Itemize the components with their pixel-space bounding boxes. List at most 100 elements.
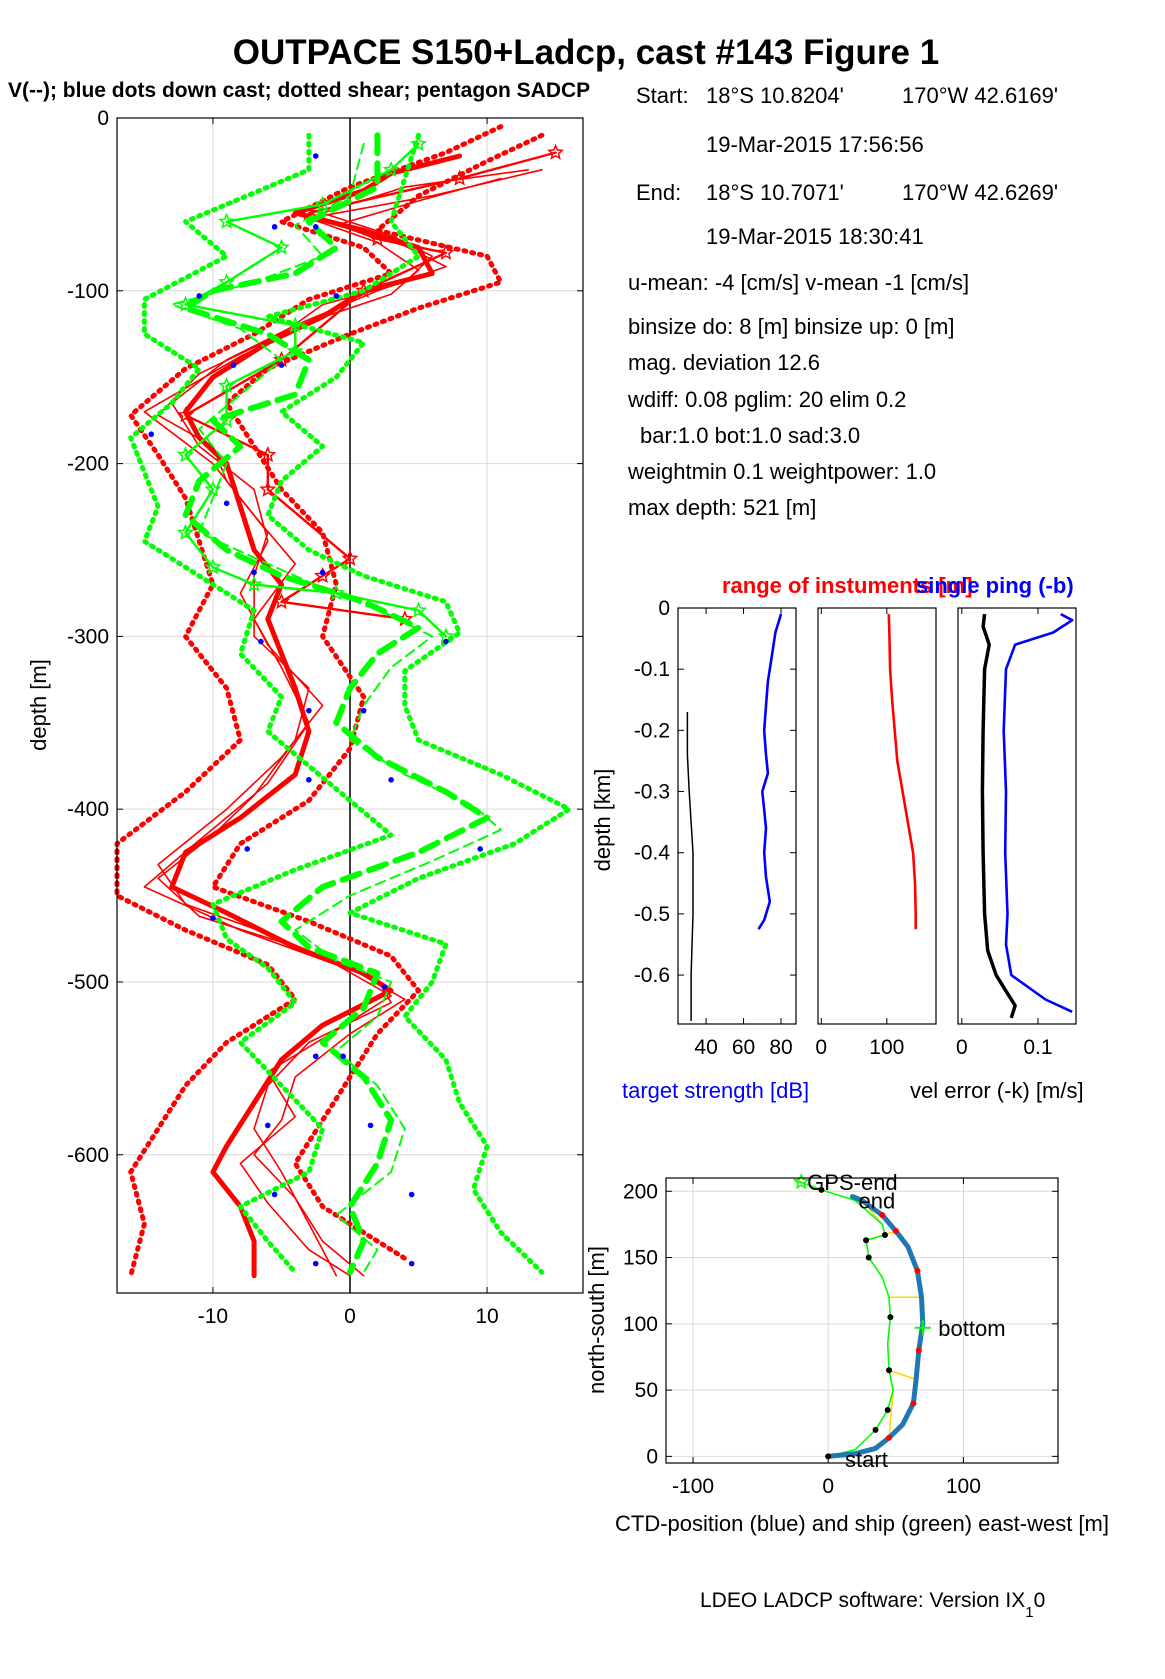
- sadcp-star-marker: [382, 160, 400, 178]
- pos-ytick-label: 50: [635, 1379, 658, 1402]
- sadcp-star-marker: [177, 406, 195, 423]
- downcast-dot: [367, 1122, 374, 1129]
- downcast-dot: [408, 1191, 415, 1198]
- ts-ytick-label: -0.3: [634, 781, 670, 804]
- ctd-red-marker: [886, 1434, 893, 1441]
- downcast-dot: [360, 707, 367, 714]
- main-ytick-label: -100: [67, 280, 109, 303]
- ts-ytick-label: -0.1: [634, 658, 670, 681]
- downcast-dot: [196, 293, 203, 299]
- main-xtick-label: 0: [344, 1305, 356, 1328]
- ship-black-marker: [884, 1406, 891, 1413]
- pos-ytick-label: 200: [623, 1180, 658, 1203]
- sadcp-star-marker: [272, 238, 290, 255]
- bottom-marker: [914, 1319, 931, 1336]
- sadcp-star-marker: [314, 195, 332, 212]
- sadcp-star-marker: [314, 566, 332, 584]
- downcast-dot: [340, 1053, 346, 1060]
- main-ytick-label: -200: [67, 453, 109, 476]
- main-xtick-label: -10: [198, 1305, 228, 1328]
- err-series-blue: [1002, 612, 1074, 1013]
- sadcp-star-marker: [177, 445, 195, 463]
- velocity-series-green-dotted: [128, 132, 394, 1275]
- ctd-red-marker: [914, 1267, 921, 1274]
- position-connector: [888, 1390, 894, 1438]
- software-version-tail: 0: [1034, 1589, 1046, 1612]
- sadcp-star-marker: [204, 480, 222, 497]
- downcast-dot: [312, 153, 319, 159]
- main-xtick-label: 10: [475, 1305, 498, 1328]
- start-marker: [825, 1453, 832, 1460]
- velocity-series-red-dotted: [114, 124, 504, 1279]
- sadcp-star-marker: [341, 549, 359, 566]
- sadcp-star-marker: [286, 316, 304, 333]
- downcast-dot: [210, 915, 216, 921]
- sadcp-star-marker: [272, 592, 290, 610]
- pos-ytick-label: 150: [623, 1247, 658, 1270]
- sadcp-star-marker: [218, 376, 236, 394]
- sadcp-star-marker: [410, 601, 428, 618]
- position-label-end: end: [859, 1189, 896, 1214]
- downcast-dot: [244, 846, 251, 852]
- downcast-dot: [312, 1053, 319, 1060]
- mean-velocity: u-mean: -4 [cm/s] v-mean -1 [cm/s]: [628, 270, 969, 295]
- end-time: 19-Mar-2015 18:30:41: [706, 224, 924, 249]
- velocity-series-green-star: [184, 142, 448, 638]
- err-frame: [957, 607, 1077, 1025]
- ship-black-marker: [865, 1254, 872, 1261]
- ctd-red-marker: [910, 1400, 917, 1407]
- velocity-error-panel: 0 0.1: [956, 607, 1077, 1059]
- end-label: End:: [636, 180, 681, 205]
- ts-frame: [677, 607, 797, 1025]
- ts-ytick-label: -0.2: [634, 719, 670, 742]
- software-version: LDEO LADCP software: Version IX10: [700, 1589, 1045, 1621]
- sadcp-star-marker: [451, 169, 469, 186]
- ts-ytick-label: -0.5: [634, 903, 670, 926]
- wdiff: wdiff: 0.08 pglim: 20 elim 0.2: [627, 387, 906, 412]
- downcast-dot: [477, 846, 484, 852]
- downcast-dot: [251, 569, 257, 576]
- sadcp-star-marker: [259, 445, 277, 463]
- ship-black-marker: [863, 1237, 870, 1244]
- downcast-dot: [388, 777, 394, 783]
- range-series-red: [887, 614, 917, 930]
- software-version-text: LDEO LADCP software: Version IX: [700, 1589, 1025, 1612]
- range-frame: [817, 607, 937, 1025]
- sadcp-star-marker: [218, 273, 236, 290]
- ts-xtick-label: 80: [769, 1036, 792, 1059]
- velocity-series-green-dash-thick: [182, 132, 491, 1276]
- downcast-dot: [381, 984, 388, 990]
- sadcp-star-marker: [368, 230, 386, 247]
- ts-series-blue: [757, 613, 783, 930]
- main-ytick-label: -400: [67, 798, 109, 821]
- sadcp-star-marker: [204, 558, 222, 575]
- ctd-red-marker: [879, 1212, 886, 1219]
- range-xtick-label: 0: [815, 1036, 827, 1059]
- sadcp-star-marker: [410, 134, 428, 152]
- position-label-bottom: bottom: [938, 1316, 1005, 1341]
- cast-info: Start: 18°S 10.8204' 170°W 42.6169' 19-M…: [627, 83, 1058, 520]
- ctd-red-marker: [915, 1347, 922, 1354]
- sadcp-star-marker: [259, 480, 277, 497]
- pos-xlabel: CTD-position (blue) and ship (green) eas…: [615, 1511, 1109, 1536]
- sadcp-star-marker: [177, 523, 195, 540]
- pos-ytick-label: 0: [646, 1445, 658, 1468]
- err-xtick-label: 0.1: [1023, 1036, 1052, 1059]
- velocity-series-red-star: [184, 151, 557, 621]
- ship-black-marker: [818, 1186, 825, 1193]
- max-depth: max depth: 521 [m]: [628, 495, 816, 520]
- pos-xtick-label: -100: [672, 1475, 714, 1498]
- downcast-dot: [278, 362, 285, 368]
- velocity-series-red-solid: [143, 169, 543, 1277]
- ts-ytick-label: -0.6: [634, 964, 670, 987]
- start-time: 19-Mar-2015 17:56:56: [706, 132, 924, 157]
- ship-black-marker: [872, 1426, 879, 1433]
- range-title: range of instuments [m]: [722, 573, 973, 598]
- pos-xtick-label: 100: [946, 1475, 981, 1498]
- ship-black-marker: [887, 1314, 894, 1321]
- main-ytick-label: -300: [67, 625, 109, 648]
- target-strength-label: target strength [dB]: [622, 1078, 809, 1103]
- start-lat: 18°S 10.8204': [706, 83, 844, 108]
- sadcp-star-marker: [327, 584, 345, 601]
